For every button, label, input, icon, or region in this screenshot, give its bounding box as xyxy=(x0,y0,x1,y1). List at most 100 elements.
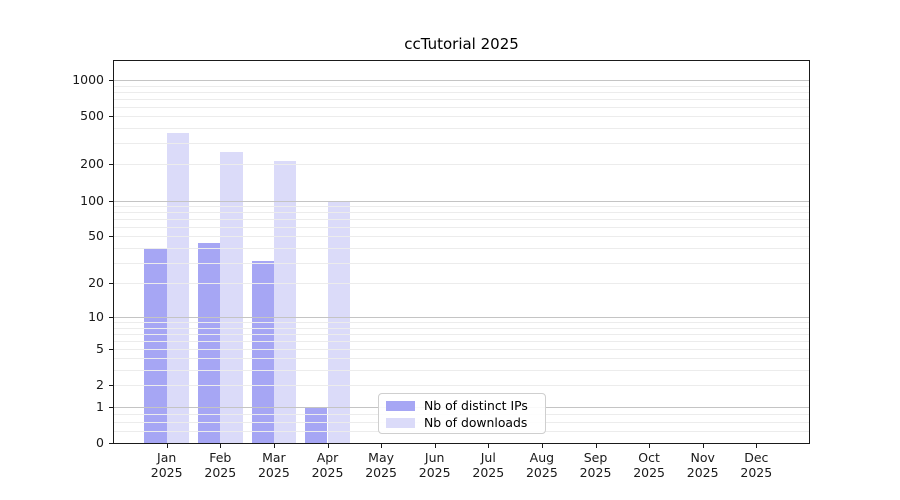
legend-item-nb-of-distinct-ips: Nb of distinct IPs xyxy=(386,397,545,414)
y-tick-label-50: 50 xyxy=(88,228,104,244)
gridline-minor-2 xyxy=(114,385,809,387)
chart-title: ccTutorial 2025 xyxy=(404,35,519,53)
bar-nb-of-distinct-ips-jan xyxy=(144,247,167,443)
y-tick-10 xyxy=(109,317,114,318)
gridline-minor-8 xyxy=(114,327,809,329)
x-tick-label-jan: Jan 2025 xyxy=(139,450,195,480)
x-tick-month: Apr xyxy=(316,450,339,465)
gridline-minor-400 xyxy=(114,128,809,129)
y-tick-20 xyxy=(109,283,114,284)
gridline-minor-4 xyxy=(114,358,809,360)
y-tick-200 xyxy=(109,164,114,166)
y-tick-100 xyxy=(109,200,114,202)
y-tick-label-1000: 1000 xyxy=(72,71,104,87)
x-tick-label-may: May 2025 xyxy=(353,450,409,480)
x-tick-month: Sep xyxy=(583,450,608,465)
x-tick-jul xyxy=(488,444,490,448)
x-tick-month: Aug xyxy=(529,450,555,465)
gridline-minor-300 xyxy=(114,143,809,145)
legend-label: Nb of downloads xyxy=(424,415,528,430)
y-tick-2 xyxy=(109,385,114,387)
x-tick-year: 2025 xyxy=(365,464,397,480)
y-tick-5 xyxy=(109,348,114,350)
gridline-major-1000 xyxy=(114,79,809,81)
gridline-minor-20 xyxy=(114,283,809,284)
x-tick-month: Oct xyxy=(638,450,660,465)
x-tick-year: 2025 xyxy=(633,464,665,480)
y-tick-label-5: 5 xyxy=(96,340,104,356)
x-tick-month: Nov xyxy=(690,450,715,465)
x-tick-may xyxy=(381,444,383,448)
x-tick-label-sep: Sep 2025 xyxy=(568,450,624,480)
x-tick-label-nov: Nov 2025 xyxy=(675,450,731,480)
gridline-minor-500 xyxy=(114,116,809,118)
x-tick-feb xyxy=(220,444,222,448)
x-tick-month: Jun xyxy=(424,450,445,465)
x-tick-label-apr: Apr 2025 xyxy=(300,450,356,480)
x-tick-year: 2025 xyxy=(418,464,451,480)
x-tick-month: Jan xyxy=(157,450,177,465)
bar-nb-of-downloads-mar xyxy=(273,161,297,443)
legend-label: Nb of distinct IPs xyxy=(424,398,528,413)
gridline-minor-60 xyxy=(114,227,809,228)
gridline-minor-600 xyxy=(114,106,809,108)
gridline-minor-800 xyxy=(114,91,809,93)
x-tick-label-oct: Oct 2025 xyxy=(621,450,677,480)
bar-nb-of-distinct-ips-mar xyxy=(251,260,274,443)
x-tick-year: 2025 xyxy=(150,464,183,480)
gridline-minor-200 xyxy=(114,164,809,166)
gridline-minor-900 xyxy=(114,85,809,87)
gridline-minor-700 xyxy=(114,98,809,100)
bar-nb-of-distinct-ips-feb xyxy=(197,243,221,443)
bar-nb-of-downloads-feb xyxy=(220,151,243,443)
x-tick-jun xyxy=(434,444,436,448)
y-tick-label-20: 20 xyxy=(88,275,104,290)
x-tick-dec xyxy=(756,444,758,448)
x-tick-year: 2025 xyxy=(525,464,558,480)
y-tick-1000 xyxy=(109,79,114,81)
legend-swatch-nb-of-downloads xyxy=(386,417,415,428)
x-tick-month: Dec xyxy=(744,450,769,465)
x-tick-year: 2025 xyxy=(204,464,237,480)
y-tick-label-1: 1 xyxy=(96,398,104,414)
gridline-minor-90 xyxy=(114,206,809,207)
x-tick-apr xyxy=(327,444,329,448)
y-tick-label-100: 100 xyxy=(80,192,104,208)
y-tick-50 xyxy=(109,236,114,238)
x-tick-nov xyxy=(702,444,704,448)
x-tick-label-feb: Feb 2025 xyxy=(192,450,248,480)
x-tick-oct xyxy=(649,444,651,448)
gridline-major-100 xyxy=(114,200,809,202)
x-tick-mar xyxy=(273,444,275,448)
y-tick-label-500: 500 xyxy=(80,108,104,124)
x-tick-month: Feb xyxy=(209,450,232,465)
x-tick-sep xyxy=(595,444,597,448)
gridline-minor-70 xyxy=(114,219,809,220)
bar-nb-of-downloads-jan xyxy=(166,132,190,443)
x-tick-year: 2025 xyxy=(257,464,290,480)
y-tick-label-2: 2 xyxy=(96,377,104,393)
x-tick-month: Jul xyxy=(480,450,496,465)
x-tick-aug xyxy=(541,444,543,448)
x-tick-year: 2025 xyxy=(311,464,344,480)
gridline-minor-80 xyxy=(114,212,809,214)
y-tick-label-10: 10 xyxy=(88,309,104,324)
x-tick-year: 2025 xyxy=(472,464,505,480)
x-tick-jan xyxy=(166,444,168,448)
x-tick-month: Mar xyxy=(262,450,286,465)
x-tick-label-jul: Jul 2025 xyxy=(460,450,516,480)
gridline-minor-30 xyxy=(114,262,809,264)
gridline-minor-7 xyxy=(114,333,809,335)
x-tick-month: May xyxy=(368,450,395,465)
gridline-minor-5 xyxy=(114,348,809,350)
x-tick-label-dec: Dec 2025 xyxy=(728,450,784,480)
y-tick-500 xyxy=(109,116,114,118)
gridline-minor-40 xyxy=(114,247,809,249)
x-tick-year: 2025 xyxy=(686,464,719,480)
x-tick-label-mar: Mar 2025 xyxy=(246,450,302,480)
plot-area xyxy=(113,60,810,444)
x-tick-year: 2025 xyxy=(579,464,612,480)
y-tick-label-0: 0 xyxy=(96,435,104,450)
gridline-major-10 xyxy=(114,317,809,318)
